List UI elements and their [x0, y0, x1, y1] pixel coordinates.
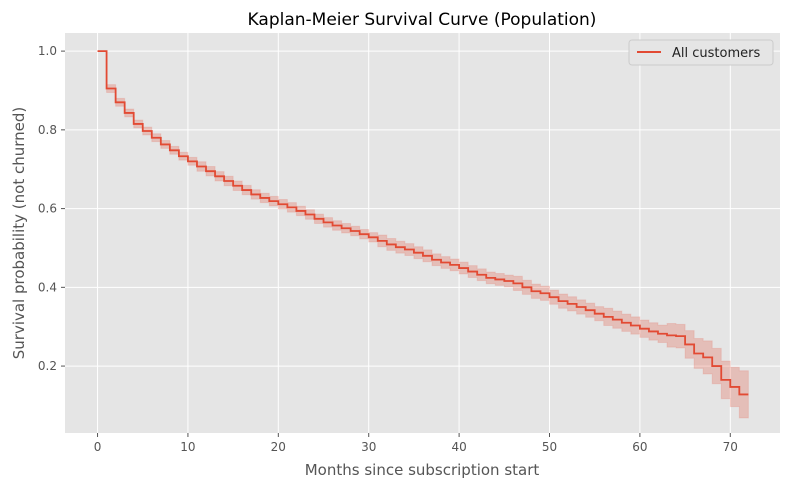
chart-title: Kaplan-Meier Survival Curve (Population): [248, 10, 597, 30]
y-axis-label: Survival probability (not churned): [10, 107, 28, 360]
x-tick-label: 60: [632, 440, 647, 454]
x-tick-label: 50: [542, 440, 557, 454]
plot-area: [65, 33, 780, 433]
legend-box: [628, 39, 774, 66]
x-tick-label: 40: [451, 440, 466, 454]
y-tick-label: 0.4: [38, 280, 57, 294]
survival-line: [97, 50, 749, 396]
confidence-band: [97, 50, 749, 419]
x-tick-label: 10: [180, 440, 195, 454]
y-tick-label: 0.8: [38, 123, 57, 137]
ci-band: [97, 50, 749, 419]
y-axis-ticks: 0.2 0.4 0.6 0.8 1.0: [38, 44, 65, 373]
y-tick-label: 0.2: [38, 359, 57, 373]
x-tick-label: 20: [271, 440, 286, 454]
x-tick-label: 30: [361, 440, 376, 454]
y-tick-label: 0.6: [38, 202, 57, 216]
x-axis-ticks: 0 10 20 30 40 50 60 70: [94, 433, 738, 454]
legend-label: All customers: [672, 46, 760, 61]
y-tick-label: 1.0: [38, 44, 57, 58]
legend: All customers: [628, 39, 774, 66]
survival-step-line: [97, 50, 749, 396]
x-axis-label: Months since subscription start: [305, 461, 540, 479]
x-tick-label: 70: [723, 440, 738, 454]
x-tick-label: 0: [94, 440, 102, 454]
